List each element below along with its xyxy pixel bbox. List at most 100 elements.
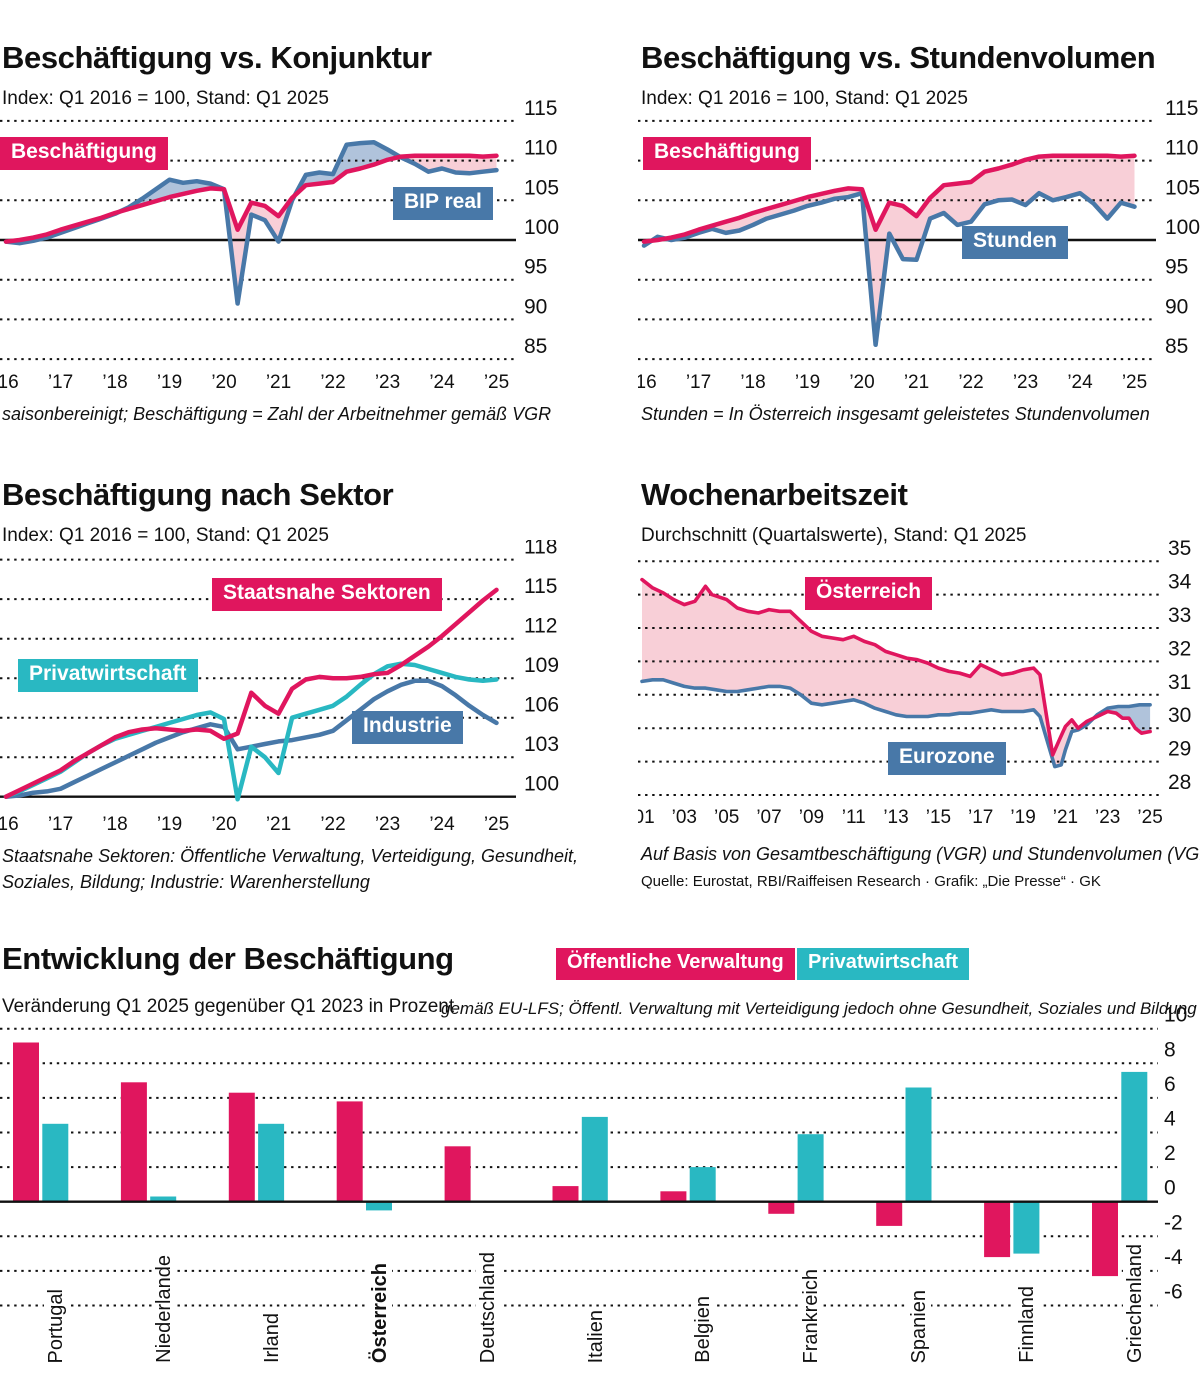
bar-Italien-Privatwirtschaft bbox=[581, 1116, 608, 1202]
label-chip-Eurozone: Eurozone bbox=[888, 742, 1006, 775]
y-axis-label: 85 bbox=[1165, 335, 1188, 358]
bar-Österreich-Öffentliche Verwaltung bbox=[336, 1101, 363, 1202]
bar-Griechenland-Privatwirtschaft bbox=[1121, 1071, 1148, 1202]
country-label-Spanien: Spanien bbox=[907, 1286, 932, 1366]
x-axis-label: ’24 bbox=[429, 814, 455, 835]
x-axis-label: ’17 bbox=[686, 372, 711, 393]
y-axis-label: 10 bbox=[1164, 1004, 1187, 1027]
x-axis-label: ’23 bbox=[1013, 372, 1038, 393]
y-axis-label: 103 bbox=[524, 733, 559, 756]
y-axis-label: -4 bbox=[1164, 1246, 1183, 1269]
bar-Finnland-Privatwirtschaft bbox=[1013, 1201, 1040, 1254]
bar-Deutschland-Öffentliche Verwaltung bbox=[444, 1146, 471, 1202]
series-line-Stunden bbox=[641, 190, 1137, 348]
bar-Österreich-Privatwirtschaft bbox=[366, 1201, 392, 1211]
chart-sektor-footnote-2: Soziales, Bildung; Industrie: Warenherst… bbox=[2, 872, 370, 892]
chart-sektor-title: Beschäftigung nach Sektor bbox=[2, 477, 394, 512]
y-axis-label: 29 bbox=[1168, 738, 1191, 761]
y-axis-label: 115 bbox=[524, 100, 557, 120]
x-axis-label: ’09 bbox=[799, 807, 824, 828]
x-axis-label: ’20 bbox=[849, 372, 874, 393]
legend-chip-Privatwirtschaft: Privatwirtschaft bbox=[797, 948, 970, 980]
plot-konjunktur: 115 110 105 100 95 90 85 ’16 ’17 ’18 ’19 ’20 ’21 ’22 ’… bbox=[0, 97, 600, 405]
x-axis-label: ’11 bbox=[842, 807, 866, 828]
chart-entwicklung-title: Entwicklung der Beschäftigung bbox=[2, 941, 454, 976]
y-axis-label: 100 bbox=[1165, 216, 1200, 239]
y-axis-label: 32 bbox=[1168, 637, 1191, 660]
y-axis-label: 6 bbox=[1164, 1073, 1176, 1096]
series-line-Staatsnahe Sektoren bbox=[3, 587, 499, 799]
label-chip-BIP real: BIP real bbox=[393, 187, 493, 220]
label-chip-Privatwirtschaft: Privatwirtschaft bbox=[18, 659, 198, 692]
konjunktur-area-lower bbox=[119, 142, 401, 212]
x-axis-label: ’22 bbox=[958, 372, 983, 393]
label-chip-Industrie: Industrie bbox=[352, 711, 463, 744]
x-axis-label: ’21 bbox=[904, 372, 929, 393]
series-line-Österreich bbox=[640, 577, 1152, 757]
chart-stunden-title: Beschäftigung vs. Stundenvolumen bbox=[641, 40, 1156, 75]
y-axis-label: 90 bbox=[1165, 295, 1188, 318]
y-axis-label: 112 bbox=[524, 615, 557, 638]
y-axis-label: 34 bbox=[1168, 571, 1192, 594]
country-label-Niederlande: Niederlande bbox=[151, 1252, 176, 1366]
x-axis-label: ’23 bbox=[375, 372, 400, 393]
chart-entwicklung-subtitle: Veränderung Q1 2025 gegenüber Q1 2023 in… bbox=[2, 996, 455, 1017]
label-chip-Beschäftigung: Beschäftigung bbox=[0, 137, 168, 170]
x-axis-label: ’17 bbox=[48, 814, 73, 835]
y-axis-label: 109 bbox=[524, 654, 559, 677]
y-axis-label: 8 bbox=[1164, 1038, 1176, 1061]
stundenvolumen-area-upper bbox=[644, 155, 1135, 345]
series-line-Beschäftigung bbox=[3, 153, 499, 244]
x-axis-label: ’23 bbox=[375, 814, 400, 835]
country-label-Griechenland: Griechenland bbox=[1123, 1241, 1147, 1366]
x-axis-label: ’21 bbox=[266, 814, 291, 835]
legend-chip-Öffentliche Verwaltung: Öffentliche Verwaltung bbox=[556, 948, 795, 980]
label-chip-Stunden: Stunden bbox=[962, 226, 1068, 259]
label-chip-Österreich: Österreich bbox=[805, 577, 933, 610]
bar-Spanien-Öffentliche Verwaltung bbox=[876, 1201, 903, 1226]
y-axis-label: 95 bbox=[1165, 256, 1188, 279]
bar-Niederlande-Öffentliche Verwaltung bbox=[120, 1082, 147, 1202]
x-axis-label: ’01 bbox=[638, 807, 655, 828]
y-axis-label: 85 bbox=[524, 335, 547, 358]
x-axis-label: ’25 bbox=[484, 814, 509, 835]
konjunktur-svg: 115 110 105 100 95 90 85 ’16 ’17 ’18 ’19 ’20 ’21 ’22 ’… bbox=[0, 97, 559, 393]
x-axis-label: ’25 bbox=[484, 372, 509, 393]
source-credit: Quelle: Eurostat, RBI/Raiffeisen Researc… bbox=[641, 873, 1101, 890]
x-axis-label: ’18 bbox=[102, 814, 127, 835]
x-axis-label: ’15 bbox=[926, 807, 951, 828]
y-axis-label: 110 bbox=[524, 137, 557, 160]
y-axis-label: -2 bbox=[1164, 1211, 1183, 1234]
bar-Portugal-Privatwirtschaft bbox=[42, 1123, 69, 1202]
y-axis-label: 95 bbox=[524, 256, 547, 279]
y-axis-label: 30 bbox=[1168, 704, 1191, 727]
y-axis-label: 115 bbox=[1165, 100, 1198, 120]
country-label-Österreich: Österreich bbox=[367, 1259, 392, 1366]
x-axis-label: ’16 bbox=[0, 372, 19, 393]
x-axis-label: ’20 bbox=[211, 814, 236, 835]
bar-Irland-Privatwirtschaft bbox=[258, 1123, 285, 1202]
y-axis-label: 2 bbox=[1164, 1142, 1176, 1165]
chart-stunden-subtitle: Index: Q1 2016 = 100, Stand: Q1 2025 bbox=[641, 88, 968, 109]
x-axis-label: ’18 bbox=[740, 372, 765, 393]
x-axis-label: ’20 bbox=[211, 372, 236, 393]
stundenvolumen-svg: 115 110 105 100 95 90 85 ’16 ’17 ’18 ’19 ’20 ’21 ’22 ’… bbox=[631, 97, 1200, 393]
bar-Frankreich-Privatwirtschaft bbox=[797, 1134, 824, 1202]
y-axis-label: 100 bbox=[524, 773, 559, 796]
chart-sektor-footnote-1: Staatsnahe Sektoren: Öffentliche Verwalt… bbox=[2, 846, 579, 866]
bar-Italien-Öffentliche Verwaltung bbox=[552, 1186, 579, 1202]
chart-arbeitszeit-title: Wochenarbeitszeit bbox=[641, 477, 908, 512]
y-axis-label: 4 bbox=[1164, 1108, 1176, 1131]
chart-stunden-footnote: Stunden = In Österreich insgesamt geleis… bbox=[641, 404, 1150, 424]
x-axis-label: ’16 bbox=[0, 814, 19, 835]
x-axis-label: ’23 bbox=[1095, 807, 1120, 828]
x-axis-label: ’25 bbox=[1122, 372, 1147, 393]
country-label-Irland: Irland bbox=[259, 1309, 284, 1366]
y-axis-label: 105 bbox=[1165, 176, 1200, 199]
x-axis-label: ’22 bbox=[320, 372, 345, 393]
x-axis-label: ’24 bbox=[1067, 372, 1093, 393]
bar-Frankreich-Öffentliche Verwaltung bbox=[768, 1201, 795, 1214]
country-label-Portugal: Portugal bbox=[44, 1285, 68, 1366]
bar-Portugal-Öffentliche Verwaltung bbox=[13, 1042, 39, 1202]
y-axis-label: 0 bbox=[1164, 1177, 1176, 1200]
